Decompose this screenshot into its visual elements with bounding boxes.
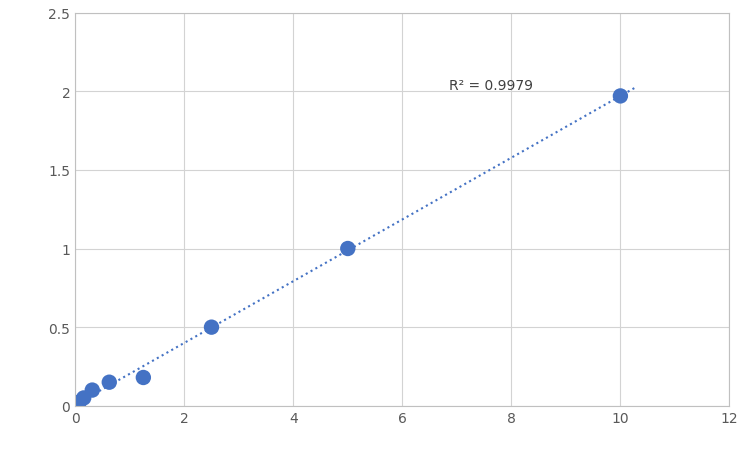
Point: [205, 324, 217, 331]
Point: [86, 387, 99, 394]
Point: [341, 245, 353, 253]
Point: [103, 379, 115, 386]
Point: [138, 374, 150, 381]
Point: [77, 395, 89, 402]
Point: [74, 398, 86, 405]
Point: [69, 402, 81, 410]
Text: R² = 0.9979: R² = 0.9979: [449, 79, 532, 93]
Point: [614, 93, 626, 100]
